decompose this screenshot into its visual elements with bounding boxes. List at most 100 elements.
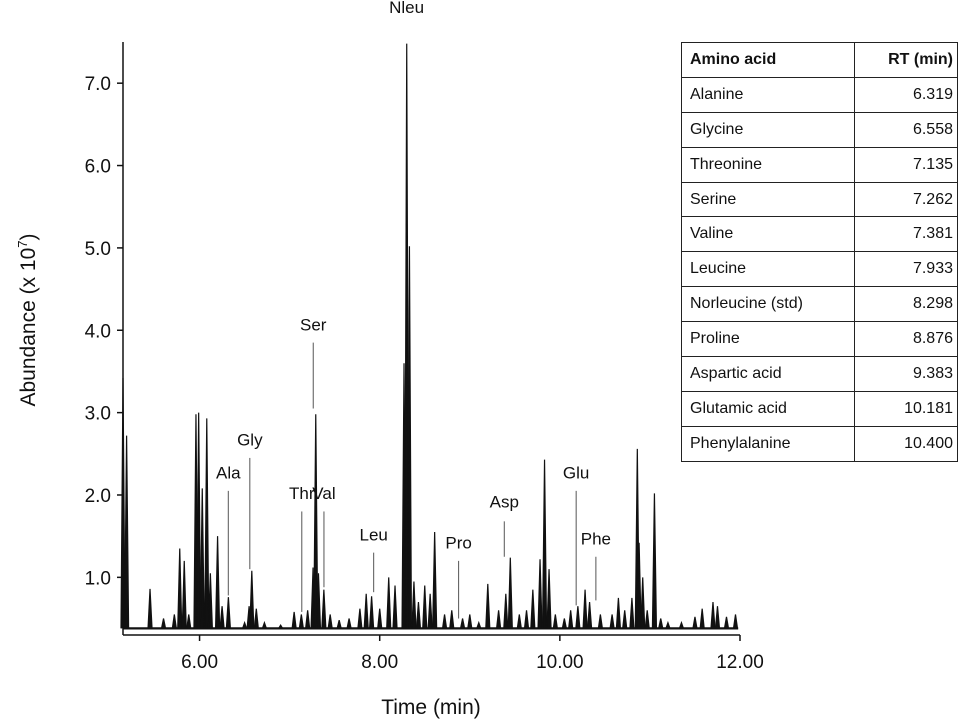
chromatogram-peak bbox=[714, 606, 721, 629]
chromatogram-peak bbox=[541, 459, 548, 629]
chromatogram-peak bbox=[422, 585, 428, 629]
chromatogram-peak bbox=[363, 593, 369, 629]
x-ticks: 6.00 8.00 10.00 12.00 bbox=[181, 635, 764, 673]
chromatogram-peak bbox=[507, 557, 513, 629]
table-row: Valine 7.381 bbox=[681, 216, 958, 253]
chromatogram-peak bbox=[177, 548, 183, 629]
chromatogram-peak bbox=[640, 577, 646, 629]
chromatogram-peak bbox=[204, 418, 210, 629]
chromatogram-peak bbox=[196, 412, 202, 629]
chromatogram-peak bbox=[723, 616, 730, 629]
chromatogram-peak bbox=[199, 488, 205, 629]
table-row: Phenylalanine 10.400 bbox=[681, 425, 958, 462]
chromatogram-peak bbox=[568, 610, 574, 629]
amino-acid-name: Aspartic acid bbox=[681, 356, 855, 392]
y-tick-label: 6.0 bbox=[85, 157, 111, 178]
table-row: Leucine 7.933 bbox=[681, 251, 958, 288]
chromatogram-peak bbox=[485, 583, 491, 629]
chromatogram-peak bbox=[476, 620, 482, 629]
chromatogram-peak bbox=[636, 542, 642, 629]
chromatogram-peak bbox=[160, 618, 167, 629]
chromatogram-peak bbox=[523, 610, 530, 629]
chromatogram-peak bbox=[459, 618, 466, 629]
chromatogram-peak bbox=[582, 589, 588, 629]
table-row: Alanine 6.319 bbox=[681, 76, 958, 113]
chromatogram-peak bbox=[516, 614, 522, 629]
chromatogram-peak bbox=[609, 614, 615, 629]
table-row: Proline 8.876 bbox=[681, 321, 958, 358]
chromatogram-peak bbox=[219, 606, 225, 629]
retention-time-value: 10.181 bbox=[854, 390, 958, 427]
retention-time-table: Amino acid RT (min) Alanine 6.319 Glycine 6… bbox=[681, 42, 958, 462]
retention-time-value: 8.876 bbox=[854, 321, 958, 358]
chromatogram-peak bbox=[171, 614, 177, 629]
chromatogram-peak bbox=[427, 593, 433, 629]
retention-time-value: 9.383 bbox=[854, 356, 958, 392]
axes: 1.0 2.0 3.0 4.0 5.0 6.0 7.0 6.00 8.00 10.00 12.00 bbox=[85, 42, 764, 673]
peak-label: Gly bbox=[237, 431, 263, 450]
chromatogram-peak bbox=[552, 614, 558, 629]
chromatogram-peak bbox=[496, 610, 502, 629]
chromatogram-peak bbox=[386, 577, 392, 629]
chromatogram-peak bbox=[147, 588, 153, 629]
table-row: Threonine 7.135 bbox=[681, 146, 958, 183]
table-header-row: Amino acid RT (min) bbox=[681, 42, 958, 78]
chromatogram-peak bbox=[692, 616, 698, 629]
chromatogram-peak bbox=[261, 620, 267, 629]
chromatogram-peak bbox=[561, 618, 567, 629]
chromatogram-peak bbox=[575, 606, 581, 629]
chromatogram-peak bbox=[291, 611, 297, 629]
chromatogram-peak bbox=[313, 414, 319, 629]
chromatogram-peak bbox=[644, 610, 650, 629]
retention-time-value: 7.262 bbox=[854, 181, 958, 218]
header-rt: RT (min) bbox=[854, 42, 958, 78]
chromatogram-peak bbox=[377, 608, 383, 629]
chromatogram-peak bbox=[357, 608, 363, 629]
retention-time-value: 6.558 bbox=[854, 111, 958, 148]
chromatogram-peak bbox=[225, 597, 231, 629]
chromatogram-peak bbox=[346, 618, 352, 629]
table-body: Alanine 6.319 Glycine 6.558 Threonine 7.135 Se… bbox=[681, 76, 958, 462]
chromatogram-peak bbox=[449, 610, 455, 629]
y-tick-label: 2.0 bbox=[85, 486, 111, 507]
amino-acid-name: Phenylalanine bbox=[681, 425, 855, 462]
amino-acid-name: Alanine bbox=[681, 76, 855, 113]
chromatogram-peak bbox=[629, 597, 635, 629]
retention-time-value: 10.400 bbox=[854, 425, 958, 462]
y-axis-title-main: Abundance (x 10 bbox=[17, 248, 40, 407]
chromatogram-peak bbox=[186, 614, 192, 629]
peak-label: Ser bbox=[300, 315, 327, 334]
chromatogram-peak bbox=[710, 602, 716, 629]
x-tick-label: 8.00 bbox=[361, 652, 398, 673]
peak-label: Pro bbox=[445, 534, 471, 553]
table-row: Glycine 6.558 bbox=[681, 111, 958, 148]
chromatogram-peak bbox=[242, 620, 248, 629]
y-tick-label: 5.0 bbox=[85, 239, 111, 260]
chromatogram-peak bbox=[298, 614, 304, 629]
chromatogram-peak bbox=[327, 614, 333, 629]
amino-acid-name: Leucine bbox=[681, 251, 855, 288]
retention-time-value: 7.135 bbox=[854, 146, 958, 183]
chromatogram-peak bbox=[658, 618, 664, 629]
x-tick-label: 12.00 bbox=[716, 652, 764, 673]
y-axis-title: Abundance (x 107) bbox=[15, 233, 40, 406]
amino-acid-name: Valine bbox=[681, 216, 855, 253]
chromatogram-peak bbox=[615, 597, 621, 629]
chromatogram-peak bbox=[278, 623, 284, 629]
x-tick-label: 6.00 bbox=[181, 652, 218, 673]
chromatogram-peak bbox=[249, 570, 255, 629]
chromatogram-peak bbox=[432, 532, 438, 629]
chromatogram-peak bbox=[732, 614, 739, 629]
y-ticks: 1.0 2.0 3.0 4.0 5.0 6.0 7.0 bbox=[85, 74, 123, 589]
peak-label: Val bbox=[312, 484, 335, 503]
peak-label: Leu bbox=[359, 525, 387, 544]
amino-acid-name: Serine bbox=[681, 181, 855, 218]
amino-acid-name: Norleucine (std) bbox=[681, 286, 855, 323]
amino-acid-name: Glutamic acid bbox=[681, 390, 855, 427]
chromatogram-peak bbox=[411, 581, 417, 629]
y-tick-label: 1.0 bbox=[85, 568, 111, 589]
chromatogram-peak bbox=[392, 585, 398, 629]
table-row: Norleucine (std) 8.298 bbox=[681, 286, 958, 323]
table-row: Aspartic acid 9.383 bbox=[681, 356, 958, 392]
